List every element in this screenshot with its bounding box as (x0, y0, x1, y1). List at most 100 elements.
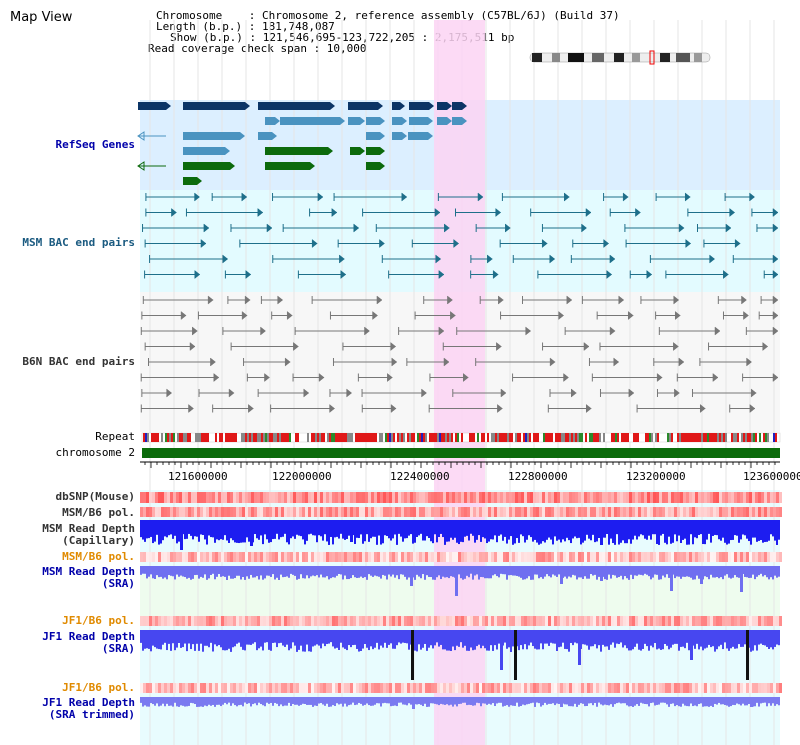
msm-sra-depth-bar (678, 566, 680, 577)
repeat-track[interactable] (141, 432, 781, 443)
jf1-sra-depth-bar (362, 630, 364, 649)
msm-b6-pol2-heat-cell (632, 552, 635, 562)
jf1-b6-pol-heat-cell (143, 616, 146, 626)
jf1-b6-pol2-heat-cell (179, 683, 182, 693)
repeat-element (491, 433, 493, 442)
repeat-element (219, 433, 221, 442)
repeat-element (763, 433, 765, 442)
msm-cap-depth-bar (606, 520, 608, 535)
msm-b6-pol-heat-cell (623, 507, 626, 517)
bac-arrow (364, 326, 370, 336)
jf1-trim-depth-bar (160, 697, 162, 706)
msm-sra-depth-bar (676, 566, 678, 577)
b6n-bac-pair (294, 326, 370, 336)
msm-b6-pol2-heat-cell (647, 552, 650, 562)
jf1-sra-depth-bar (444, 630, 446, 650)
jf1-b6-pol2-heat-cell (542, 683, 545, 693)
msm-b6-pol-heat-cell (587, 507, 590, 517)
msm-b6-pol-heat-cell (653, 507, 656, 517)
msm-b6-pol-heat-cell (362, 507, 365, 517)
repeat-element (533, 433, 535, 442)
repeat-element (495, 433, 497, 442)
label-chromosome[interactable]: chromosome 2 (55, 446, 135, 459)
b6n-bac-pair (547, 403, 592, 414)
msm-b6-pol2-heat-cell (275, 552, 278, 562)
jf1-trim-depth-bar (510, 697, 512, 706)
repeat-element (575, 433, 577, 442)
jf1-trim-depth-bar (538, 697, 540, 704)
jf1-trim-depth-bar (716, 697, 718, 705)
chromosome-bar[interactable] (142, 448, 780, 458)
msm-sra-depth-bar (156, 566, 158, 576)
label-msm-depth-cap-1[interactable]: MSM Read Depth (42, 522, 135, 535)
msm-cap-depth-bar (430, 520, 432, 542)
repeat-element (471, 433, 473, 442)
chromosome-ideogram[interactable] (529, 50, 711, 65)
bac-arrow (277, 295, 284, 305)
b6n-bac-track[interactable] (140, 295, 779, 414)
msm-cap-depth-bar (768, 520, 770, 541)
msm-cap-depth-bar (466, 520, 468, 536)
msm-b6-pol-heat-cell (347, 507, 350, 517)
polymorphism-heat-tracks[interactable] (140, 492, 782, 693)
msm-cap-depth-bar (394, 520, 396, 535)
msm-cap-depth-bar (220, 520, 222, 540)
repeat-element (173, 433, 175, 442)
msm-cap-depth-bar (294, 520, 296, 539)
dbsnp-heat-cell (572, 492, 575, 503)
jf1-sra-depth-bar (442, 630, 444, 650)
refseq-gene-mid (409, 117, 433, 125)
msm-sra-depth-bar (274, 566, 276, 580)
label-jf1-b6-pol-2[interactable]: JF1/B6 pol. (62, 681, 135, 694)
label-msm-bac[interactable]: MSM BAC end pairs (22, 236, 135, 249)
repeat-element (335, 433, 337, 442)
label-jf1-depth-sra-1[interactable]: JF1 Read Depth (42, 630, 135, 643)
msm-b6-pol2-heat-cell (281, 552, 284, 562)
jf1-b6-pol-heat-cell (218, 616, 221, 626)
label-dbsnp[interactable]: dbSNP(Mouse) (55, 490, 135, 503)
jf1-b6-pol2-heat-cell (569, 683, 572, 693)
label-msm-b6-pol-2[interactable]: MSM/B6 pol. (62, 550, 135, 563)
msm-sra-depth-bar (626, 566, 628, 579)
msm-cap-depth-bar (248, 520, 250, 542)
label-repeat[interactable]: Repeat (95, 430, 135, 443)
jf1-sra-depth-bar (258, 630, 260, 649)
jf1-trim-depth-bar (352, 697, 354, 703)
msm-sra-depth-bar (524, 566, 526, 580)
jf1-sra-depth-bar (654, 630, 656, 644)
jf1-b6-pol-heat-cell (308, 616, 311, 626)
jf1-b6-pol-heat-cell (680, 616, 683, 626)
jf1-sra-depth-spike (746, 630, 749, 680)
msm-sra-depth-bar (514, 566, 516, 576)
jf1-b6-pol2-heat-cell (677, 683, 680, 693)
dbsnp-heat-cell (146, 492, 149, 503)
label-b6n-bac[interactable]: B6N BAC end pairs (22, 355, 135, 368)
msm-cap-depth-bar (242, 520, 244, 543)
msm-cap-depth-bar (416, 520, 418, 537)
dbsnp-heat-cell (368, 492, 371, 503)
refseq-genes-track[interactable] (137, 102, 467, 185)
msm-b6-pol2-heat-cell (224, 552, 227, 562)
msm-cap-depth-bar (686, 520, 688, 545)
repeat-element (679, 433, 681, 442)
msm-bac-track[interactable] (142, 192, 779, 280)
msm-sra-depth-bar (746, 566, 748, 578)
jf1-sra-depth-bar (198, 630, 200, 651)
label-refseq-genes[interactable]: RefSeq Genes (55, 138, 135, 151)
label-msm-depth-sra-1[interactable]: MSM Read Depth (42, 565, 135, 578)
jf1-b6-pol2-heat-cell (341, 683, 344, 693)
msm-sra-depth-bar (176, 566, 178, 575)
jf1-sra-depth-bar (222, 630, 224, 651)
dbsnp-heat-cell (512, 492, 515, 503)
label-msm-b6-pol-1[interactable]: MSM/B6 pol. (62, 506, 135, 519)
msm-cap-depth-bar (422, 520, 424, 541)
msm-bac-pair (703, 238, 741, 249)
msm-b6-pol2-heat-cell (662, 552, 665, 562)
label-jf1-b6-pol-1[interactable]: JF1/B6 pol. (62, 614, 135, 627)
label-jf1-depth-trim-1[interactable]: JF1 Read Depth (42, 696, 135, 709)
read-depth-tracks[interactable] (140, 520, 780, 709)
jf1-b6-pol2-heat-cell (260, 683, 263, 693)
dbsnp-heat-cell (362, 492, 365, 503)
jf1-trim-depth-bar (346, 697, 348, 707)
